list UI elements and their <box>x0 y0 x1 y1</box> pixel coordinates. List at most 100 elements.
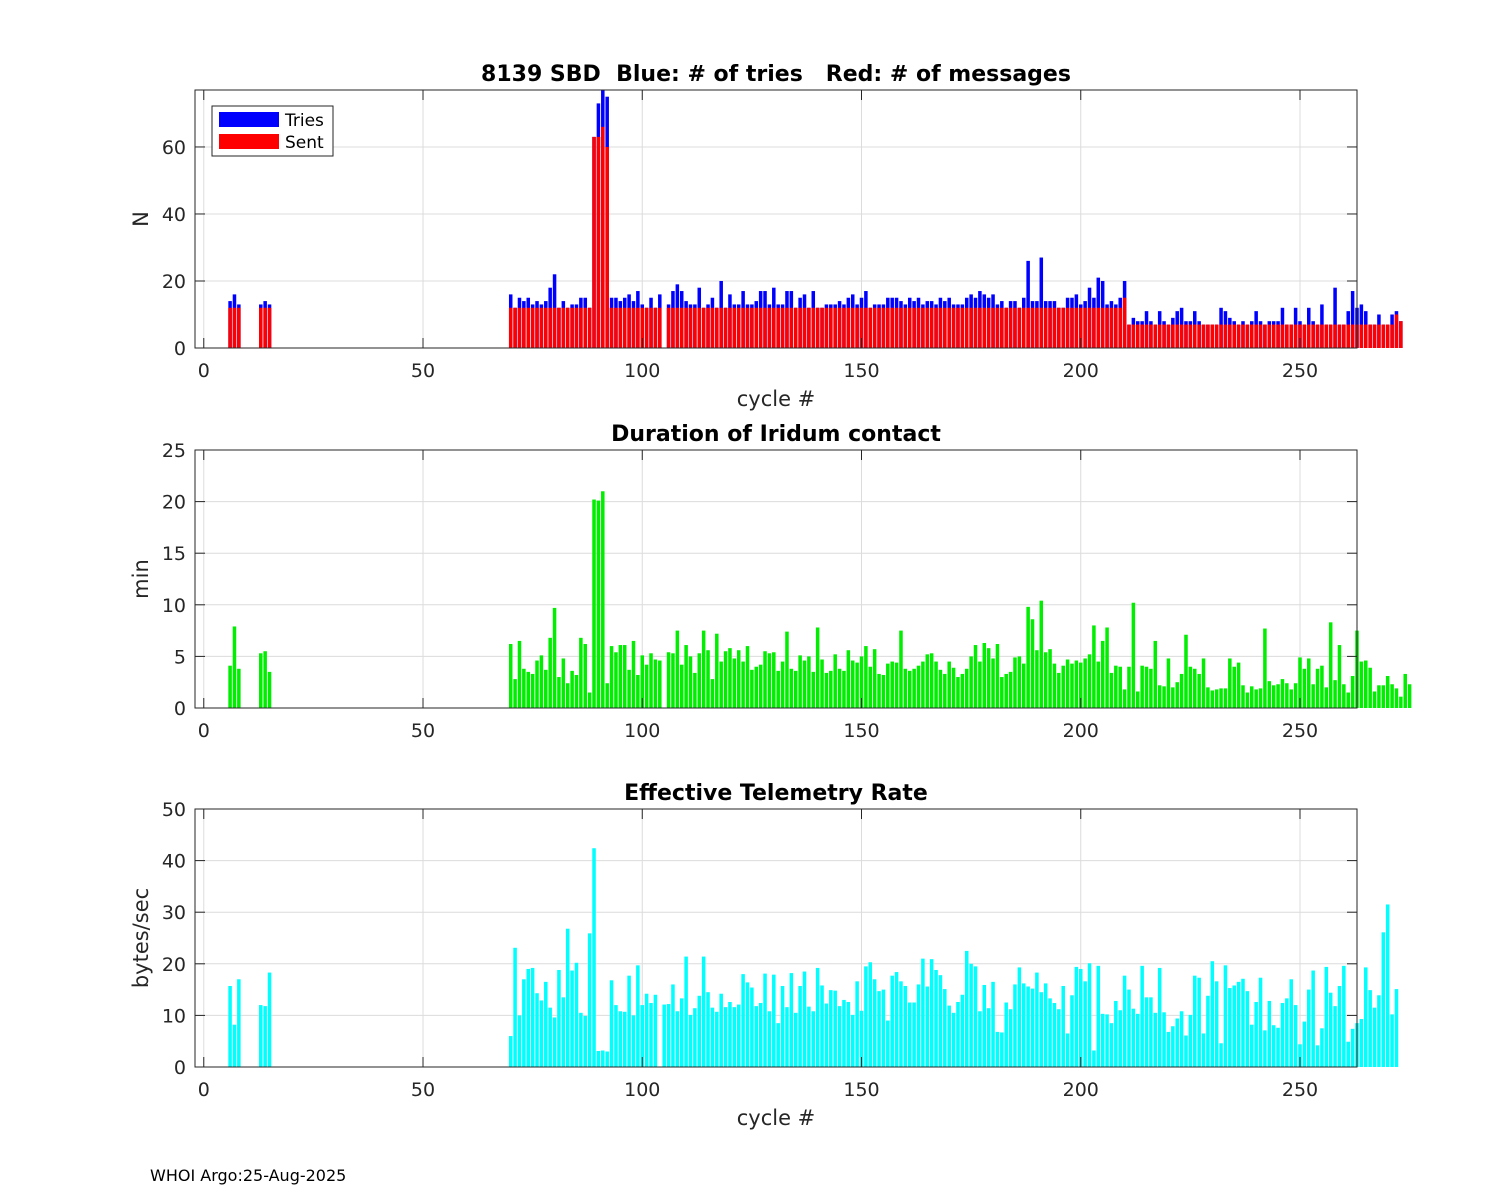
bar-rate <box>1385 904 1390 1067</box>
bar-sent <box>894 307 899 348</box>
bar-rate <box>1328 992 1333 1067</box>
bar-sent <box>938 307 943 348</box>
bar-sent <box>723 307 728 348</box>
bar-rate <box>820 985 824 1067</box>
bar-duration <box>517 640 522 708</box>
bar-sent <box>1175 324 1179 348</box>
bar-rate <box>259 1005 263 1067</box>
bar-sent <box>609 307 614 348</box>
bar-sent <box>1048 307 1052 348</box>
bar-rate <box>1276 1027 1280 1067</box>
bar-rate <box>1175 1018 1179 1067</box>
bar-rate <box>815 967 820 1067</box>
x-tick-label: 100 <box>624 360 660 382</box>
bar-rate <box>929 959 934 1067</box>
bar-sent <box>1070 307 1074 348</box>
bar-rate <box>1144 997 1149 1067</box>
bar-duration <box>552 607 557 708</box>
bar-duration <box>1328 622 1333 708</box>
bar-sent <box>263 307 267 348</box>
y-tick-label: 0 <box>174 338 186 360</box>
y-tick-label: 50 <box>162 799 186 821</box>
bar-duration <box>1236 662 1241 708</box>
bar-duration <box>820 659 824 708</box>
bar-rate <box>1214 981 1219 1067</box>
bar-rate <box>622 1011 627 1067</box>
series-duration <box>228 491 1412 708</box>
bar-duration <box>1017 656 1022 708</box>
bar-rate <box>701 956 706 1067</box>
bar-duration <box>544 669 548 708</box>
bar-duration <box>750 669 754 708</box>
bar-sent <box>1096 307 1101 348</box>
bar-sent <box>1258 324 1263 348</box>
bar-sent <box>855 307 859 348</box>
bar-sent <box>1328 324 1333 348</box>
iridium-duration-panel: 0 50 100 150 200 250 0 5 10 15 20 25 Duration of Iri… <box>129 422 1412 742</box>
bar-sent <box>1052 307 1057 348</box>
bar-duration <box>1214 689 1219 708</box>
bar-duration <box>1364 660 1368 708</box>
bar-rate <box>894 972 899 1067</box>
bar-rate <box>899 981 903 1067</box>
bar-sent <box>850 307 855 348</box>
bar-sent <box>1368 324 1372 348</box>
bar-sent <box>934 307 938 348</box>
bar-sent <box>736 307 741 348</box>
bar-sent <box>741 307 745 348</box>
bar-rate <box>1210 961 1215 1067</box>
bar-rate <box>640 1005 645 1067</box>
bar-rate <box>947 1005 951 1067</box>
bar-rate <box>732 1007 737 1067</box>
bar-rate <box>1162 1012 1166 1067</box>
bar-sent <box>1210 324 1215 348</box>
bar-sent <box>232 307 237 348</box>
bar-sent <box>267 307 272 348</box>
bar-rate <box>1105 1014 1109 1067</box>
bar-duration <box>780 661 785 708</box>
bar-sent <box>1184 324 1188 348</box>
bar-sent <box>539 307 544 348</box>
bar-sent <box>811 307 816 348</box>
bar-sent <box>1350 324 1355 348</box>
bar-sent <box>596 136 601 348</box>
bar-rate <box>767 1011 772 1067</box>
bar-duration <box>679 664 684 708</box>
bar-duration <box>1127 666 1131 708</box>
x-tick-label: 200 <box>1063 360 1099 382</box>
bar-duration <box>872 649 877 708</box>
bar-sent <box>842 307 846 348</box>
bar-sent <box>890 307 894 348</box>
bar-sent <box>793 307 798 348</box>
bar-sent <box>1105 307 1109 348</box>
y-tick-label: 15 <box>162 543 186 565</box>
bar-duration <box>259 653 263 708</box>
bar-sent <box>789 307 794 348</box>
bar-duration <box>1293 683 1298 708</box>
bar-sent <box>1061 307 1065 348</box>
bar-sent <box>1193 324 1197 348</box>
bar-duration <box>842 670 846 708</box>
bar-duration <box>539 655 544 708</box>
bar-duration <box>570 670 574 708</box>
bar-sent <box>1122 297 1127 348</box>
bar-duration <box>899 630 903 708</box>
bar-duration <box>1206 687 1210 708</box>
bar-rate <box>1359 1019 1364 1067</box>
bar-sent <box>1114 307 1118 348</box>
bar-rate <box>723 1007 728 1067</box>
bar-sent <box>802 307 807 348</box>
bar-sent <box>1153 324 1158 348</box>
bar-sent <box>750 307 754 348</box>
bar-duration <box>640 655 645 708</box>
x-tick-label: 50 <box>411 720 435 742</box>
bar-rate <box>846 1001 851 1067</box>
bar-duration <box>1162 686 1166 708</box>
bar-rate <box>728 1001 732 1067</box>
bar-duration <box>802 660 807 708</box>
bar-duration <box>653 659 658 708</box>
bar-rate <box>986 1008 991 1067</box>
bar-rate <box>1184 1035 1188 1067</box>
bar-rate <box>811 1011 816 1067</box>
x-tick-label: 250 <box>1282 1079 1318 1101</box>
